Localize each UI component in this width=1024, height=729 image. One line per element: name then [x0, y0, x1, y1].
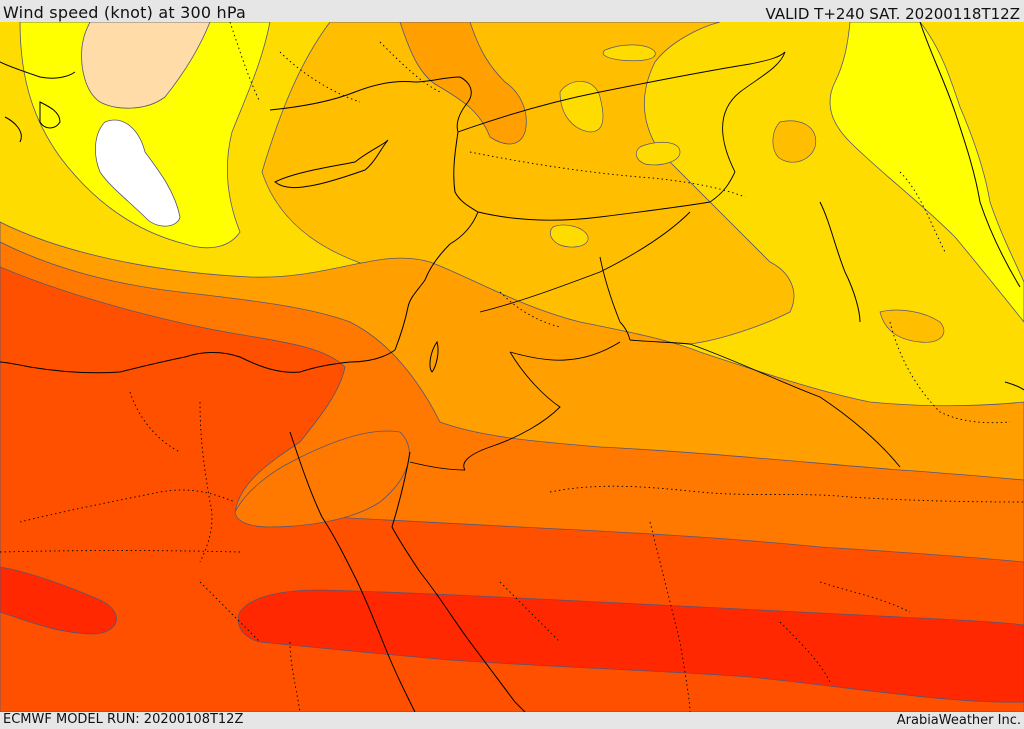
band-red [237, 589, 1024, 703]
credit: ArabiaWeather Inc. [896, 713, 1021, 728]
map-header: Wind speed (knot) at 300 hPa VALID T+240… [0, 0, 1024, 23]
map-canvas [0, 22, 1024, 712]
model-run: ECMWF MODEL RUN: 20200108T12Z [3, 712, 244, 727]
blob-gold-3 [602, 44, 656, 62]
coastlines [0, 22, 1024, 712]
band-white [95, 119, 181, 227]
blob-gold-2 [635, 141, 681, 166]
blob-amber-2 [879, 309, 945, 343]
admin-lines [0, 22, 1024, 712]
band-bright-yellow-ne [829, 22, 1024, 323]
band-bright-yellow [19, 22, 271, 249]
band-orange-north [399, 22, 527, 145]
valid-time: VALID T+240 SAT. 20200118T12Z [765, 5, 1020, 23]
wind-speed-map [0, 22, 1024, 712]
blob-amber-1 [772, 120, 817, 163]
map-title: Wind speed (knot) at 300 hPa [3, 3, 247, 22]
band-red-west [0, 566, 117, 635]
band-peach [81, 22, 211, 109]
borders [409, 51, 901, 471]
map-footer: ECMWF MODEL RUN: 20200108T12Z ArabiaWeat… [0, 712, 1024, 729]
blob-gold-1 [549, 224, 589, 248]
